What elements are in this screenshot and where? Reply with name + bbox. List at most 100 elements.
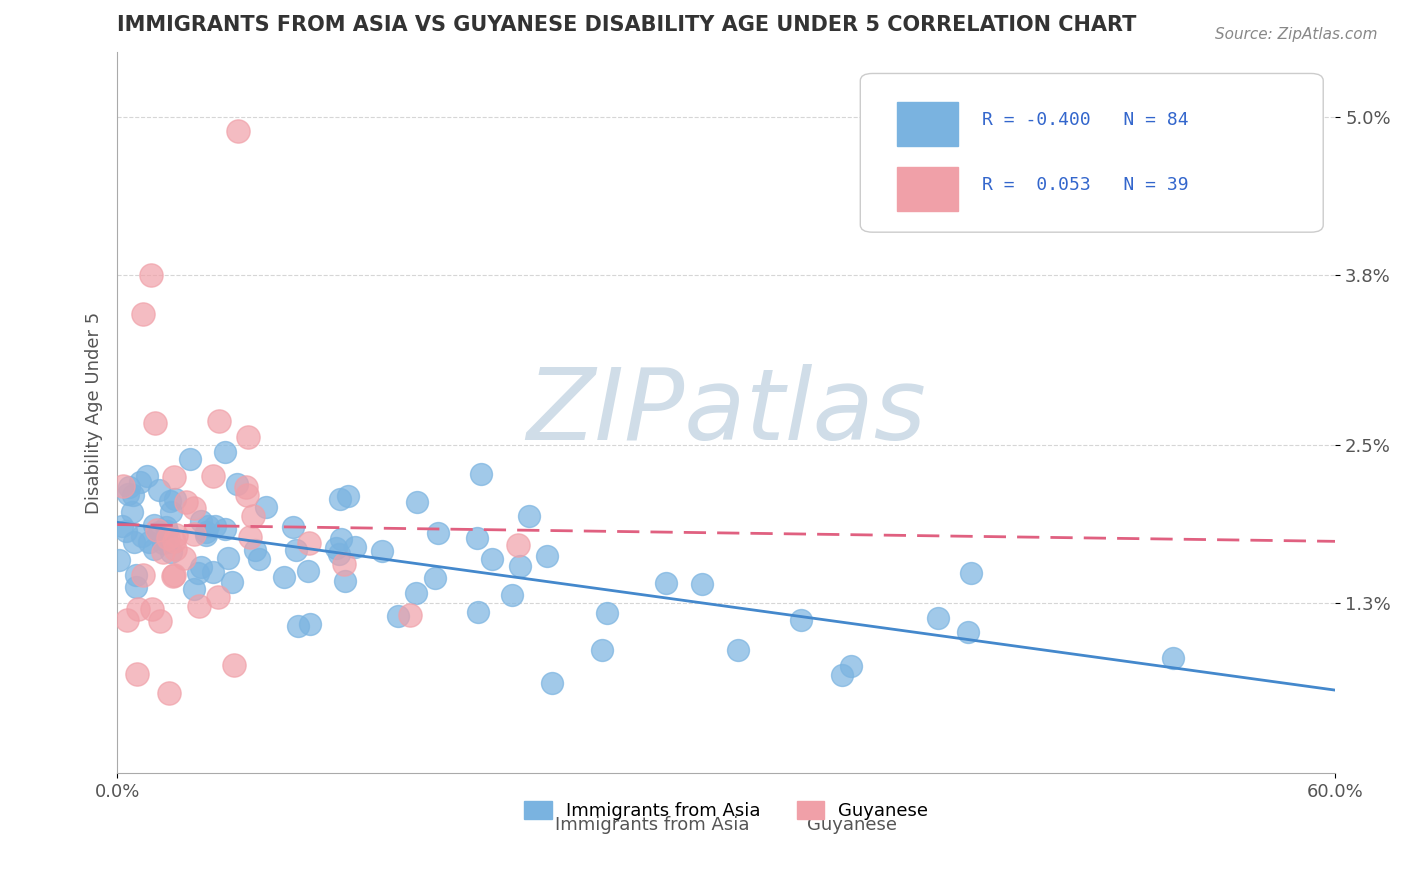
Point: [127, 602, 149, 616]
Point: [117, 487, 139, 501]
Point: [159, 494, 181, 508]
Point: [239, 530, 262, 544]
Point: [107, 553, 129, 567]
Point: [333, 557, 356, 571]
Point: [149, 615, 172, 629]
Point: [160, 505, 183, 519]
Point: [114, 524, 136, 539]
Point: [297, 564, 319, 578]
Point: [536, 549, 558, 564]
Point: [190, 559, 212, 574]
Point: [157, 686, 180, 700]
Point: [465, 532, 488, 546]
Point: [509, 558, 531, 573]
Y-axis label: Disability Age Under 5: Disability Age Under 5: [86, 311, 103, 514]
Point: [138, 534, 160, 549]
Point: [202, 469, 225, 483]
Point: [202, 565, 225, 579]
Point: [179, 452, 201, 467]
Point: [183, 501, 205, 516]
Point: [174, 495, 197, 509]
Legend: Immigrants from Asia, Guyanese: Immigrants from Asia, Guyanese: [516, 792, 938, 829]
Point: [298, 617, 321, 632]
Point: [959, 566, 981, 580]
Point: [214, 522, 236, 536]
Point: [425, 571, 447, 585]
Point: [207, 590, 229, 604]
Point: [156, 531, 179, 545]
Point: [508, 538, 530, 552]
Point: [789, 613, 811, 627]
Point: [162, 469, 184, 483]
Point: [298, 535, 321, 549]
Point: [142, 542, 165, 557]
Text: Source: ZipAtlas.com: Source: ZipAtlas.com: [1215, 27, 1378, 42]
Point: [125, 567, 148, 582]
Point: [224, 657, 246, 672]
Point: [690, 576, 713, 591]
Point: [217, 551, 239, 566]
Point: [190, 514, 212, 528]
Point: [186, 566, 208, 581]
Point: [187, 599, 209, 613]
Point: [839, 658, 862, 673]
Point: [285, 543, 308, 558]
Point: [197, 518, 219, 533]
Point: [281, 519, 304, 533]
Point: [155, 520, 177, 534]
Point: [467, 606, 489, 620]
Point: [287, 618, 309, 632]
Point: [162, 568, 184, 582]
Point: [141, 268, 163, 282]
Point: [344, 541, 367, 555]
Point: [591, 643, 613, 657]
Bar: [897, 168, 957, 211]
Point: [111, 519, 134, 533]
Point: [143, 416, 166, 430]
Point: [152, 535, 174, 549]
Point: [156, 524, 179, 539]
Point: [208, 414, 231, 428]
Point: [399, 608, 422, 623]
Point: [194, 528, 217, 542]
Point: [405, 586, 427, 600]
Point: [481, 552, 503, 566]
Point: [221, 575, 243, 590]
Point: [235, 480, 257, 494]
Text: ZIPatlas: ZIPatlas: [526, 364, 927, 461]
Point: [328, 547, 350, 561]
Point: [336, 489, 359, 503]
Point: [501, 588, 523, 602]
Point: [406, 495, 429, 509]
Point: [371, 544, 394, 558]
Point: [173, 551, 195, 566]
Point: [136, 469, 159, 483]
Point: [115, 613, 138, 627]
Point: [146, 523, 169, 537]
Point: [118, 480, 141, 494]
Point: [148, 525, 170, 540]
Point: [160, 545, 183, 559]
Point: [141, 602, 163, 616]
Point: [226, 477, 249, 491]
Bar: [897, 103, 957, 145]
Point: [330, 532, 353, 546]
Point: [727, 643, 749, 657]
Text: R =  0.053   N = 39: R = 0.053 N = 39: [983, 177, 1188, 194]
Point: [131, 529, 153, 543]
Point: [831, 668, 853, 682]
Point: [125, 666, 148, 681]
Point: [927, 611, 949, 625]
Point: [112, 479, 135, 493]
Point: [163, 533, 186, 548]
Point: [254, 500, 277, 515]
Point: [470, 467, 492, 481]
Point: [152, 545, 174, 559]
Point: [387, 609, 409, 624]
Point: [165, 492, 187, 507]
FancyBboxPatch shape: [860, 73, 1323, 232]
Point: [163, 542, 186, 557]
Point: [517, 509, 540, 524]
Point: [325, 541, 347, 556]
Point: [273, 570, 295, 584]
